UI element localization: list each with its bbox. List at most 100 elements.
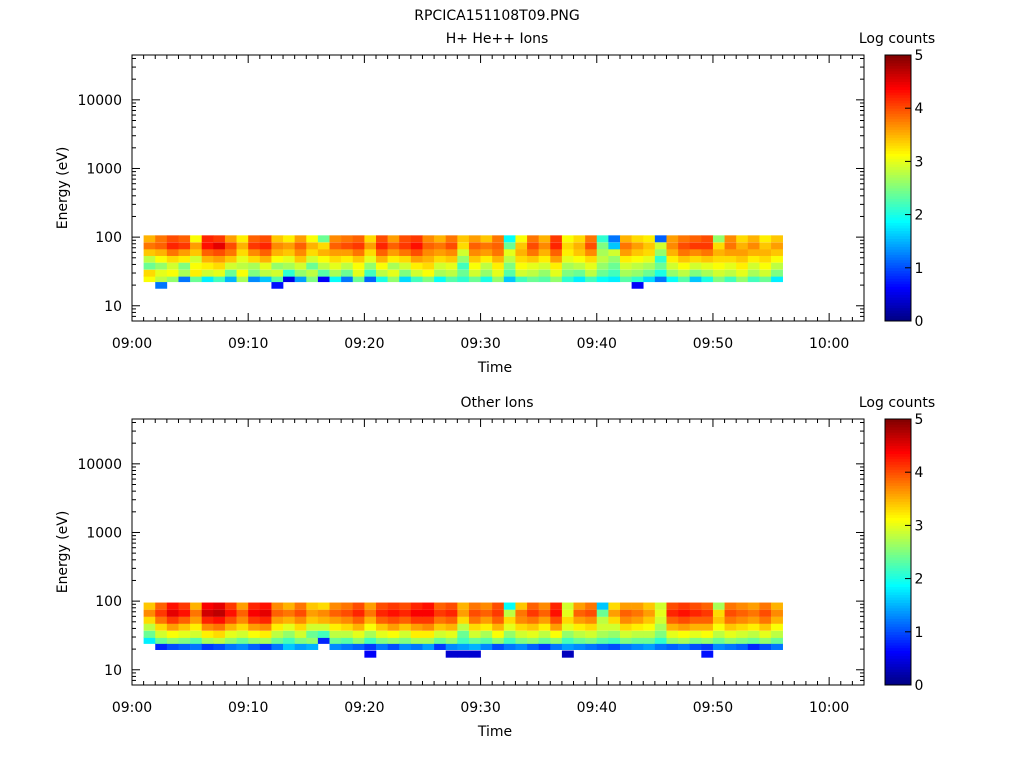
heatmap-cell bbox=[724, 602, 737, 610]
heatmap-cell bbox=[468, 255, 481, 263]
heatmap-cell bbox=[213, 616, 226, 624]
heatmap-cell bbox=[364, 262, 377, 270]
colorbar-segment bbox=[885, 297, 911, 301]
heatmap-cell bbox=[492, 275, 505, 283]
heatmap-cell bbox=[701, 275, 714, 283]
heatmap-cell bbox=[224, 636, 237, 644]
colorbar-segment bbox=[885, 655, 911, 659]
colorbar-segment bbox=[885, 257, 911, 261]
heatmap-cell bbox=[166, 255, 179, 263]
heatmap-cell bbox=[352, 249, 365, 256]
y-tick-label: 100 bbox=[95, 594, 122, 610]
heatmap-cell bbox=[306, 255, 319, 263]
heatmap-cell bbox=[178, 636, 191, 644]
heatmap-cell bbox=[736, 235, 749, 243]
colorbar-segment bbox=[885, 81, 911, 85]
heatmap-cell bbox=[259, 602, 272, 610]
heatmap-cell bbox=[503, 623, 516, 631]
heatmap-cell bbox=[399, 235, 412, 243]
heatmap-cell bbox=[736, 623, 749, 631]
heatmap-cell bbox=[724, 235, 737, 243]
heatmap-cell bbox=[515, 249, 528, 256]
colorbar-segment bbox=[885, 206, 911, 210]
heatmap-cell bbox=[654, 262, 667, 270]
heatmap-cell bbox=[329, 642, 342, 650]
heatmap-cell bbox=[480, 255, 493, 263]
heatmap-cell bbox=[736, 636, 749, 644]
colorbar-segment bbox=[885, 621, 911, 625]
heatmap-cell bbox=[527, 623, 539, 631]
colorbar-segment bbox=[885, 591, 911, 595]
heatmap-cell bbox=[376, 636, 388, 644]
heatmap-cell bbox=[155, 255, 168, 263]
heatmap-cell bbox=[561, 616, 574, 624]
heatmap-cell bbox=[643, 275, 656, 283]
heatmap-cell bbox=[317, 262, 330, 270]
heatmap-cell bbox=[701, 650, 714, 658]
heatmap-cell bbox=[201, 616, 214, 624]
colorbar-segment bbox=[885, 538, 911, 542]
heatmap-cell bbox=[190, 249, 203, 256]
x-tick-label: 09:00 bbox=[112, 700, 152, 716]
heatmap-cell bbox=[585, 602, 598, 610]
heatmap-cell bbox=[736, 275, 749, 283]
colorbar-segment bbox=[885, 434, 911, 439]
heatmap-cell bbox=[294, 630, 307, 638]
colorbar-segment bbox=[885, 442, 911, 446]
heatmap-cell bbox=[503, 642, 516, 650]
heatmap-cell bbox=[376, 616, 388, 624]
heatmap-cell bbox=[527, 262, 539, 270]
heatmap-cell bbox=[445, 602, 458, 610]
colorbar-tick-label: 3 bbox=[915, 154, 924, 170]
heatmap-cell bbox=[468, 269, 481, 277]
colorbar-segment bbox=[885, 235, 911, 239]
heatmap-cell bbox=[422, 642, 435, 650]
heatmap-cell bbox=[457, 642, 470, 650]
heatmap-cell bbox=[410, 616, 423, 624]
colorbar-segment bbox=[885, 313, 911, 317]
heatmap-cell bbox=[248, 609, 261, 617]
heatmap-cell bbox=[352, 242, 365, 250]
heatmap-cell bbox=[422, 235, 435, 243]
heatmap-cell bbox=[190, 609, 203, 617]
colorbar-segment bbox=[885, 530, 911, 534]
colorbar-segment bbox=[885, 289, 911, 293]
colorbar-segment bbox=[885, 482, 911, 486]
heatmap-cell bbox=[515, 242, 528, 250]
heatmap-cell bbox=[585, 616, 598, 624]
heatmap-cell bbox=[631, 275, 644, 283]
x-tick-label: 09:30 bbox=[460, 700, 500, 716]
colorbar-segment bbox=[885, 613, 911, 617]
heatmap-cell bbox=[620, 262, 632, 270]
heatmap-cell bbox=[596, 623, 609, 631]
heatmap-cell bbox=[399, 249, 412, 256]
colorbar-segment bbox=[885, 522, 911, 526]
heatmap-cell bbox=[678, 235, 691, 243]
heatmap-cell bbox=[771, 602, 783, 610]
heatmap-cell bbox=[155, 281, 168, 289]
heatmap-cell bbox=[631, 242, 644, 250]
heatmap-cell bbox=[480, 602, 493, 610]
colorbar-segment bbox=[885, 559, 911, 564]
heatmap-cell bbox=[236, 636, 249, 644]
heatmap-cell bbox=[236, 275, 249, 283]
x-tick-label: 09:50 bbox=[693, 336, 733, 352]
colorbar-segment bbox=[885, 166, 911, 170]
colorbar-segment bbox=[885, 623, 911, 627]
heatmap-cell bbox=[480, 642, 493, 650]
heatmap-cell bbox=[352, 609, 365, 617]
heatmap-cell bbox=[701, 630, 714, 638]
colorbar-segment bbox=[885, 653, 911, 657]
heatmap-cell bbox=[701, 269, 714, 277]
heatmap-cell bbox=[399, 636, 412, 644]
heatmap-cell bbox=[422, 636, 435, 644]
heatmap-cell bbox=[410, 275, 423, 283]
heatmap-cell bbox=[608, 255, 621, 263]
heatmap-cell bbox=[654, 616, 667, 624]
heatmap-cell bbox=[747, 255, 760, 263]
heatmap-cell bbox=[178, 255, 191, 263]
heatmap-cell bbox=[654, 630, 667, 638]
x-tick-label: 09:20 bbox=[344, 700, 384, 716]
heatmap-cell bbox=[399, 623, 412, 631]
